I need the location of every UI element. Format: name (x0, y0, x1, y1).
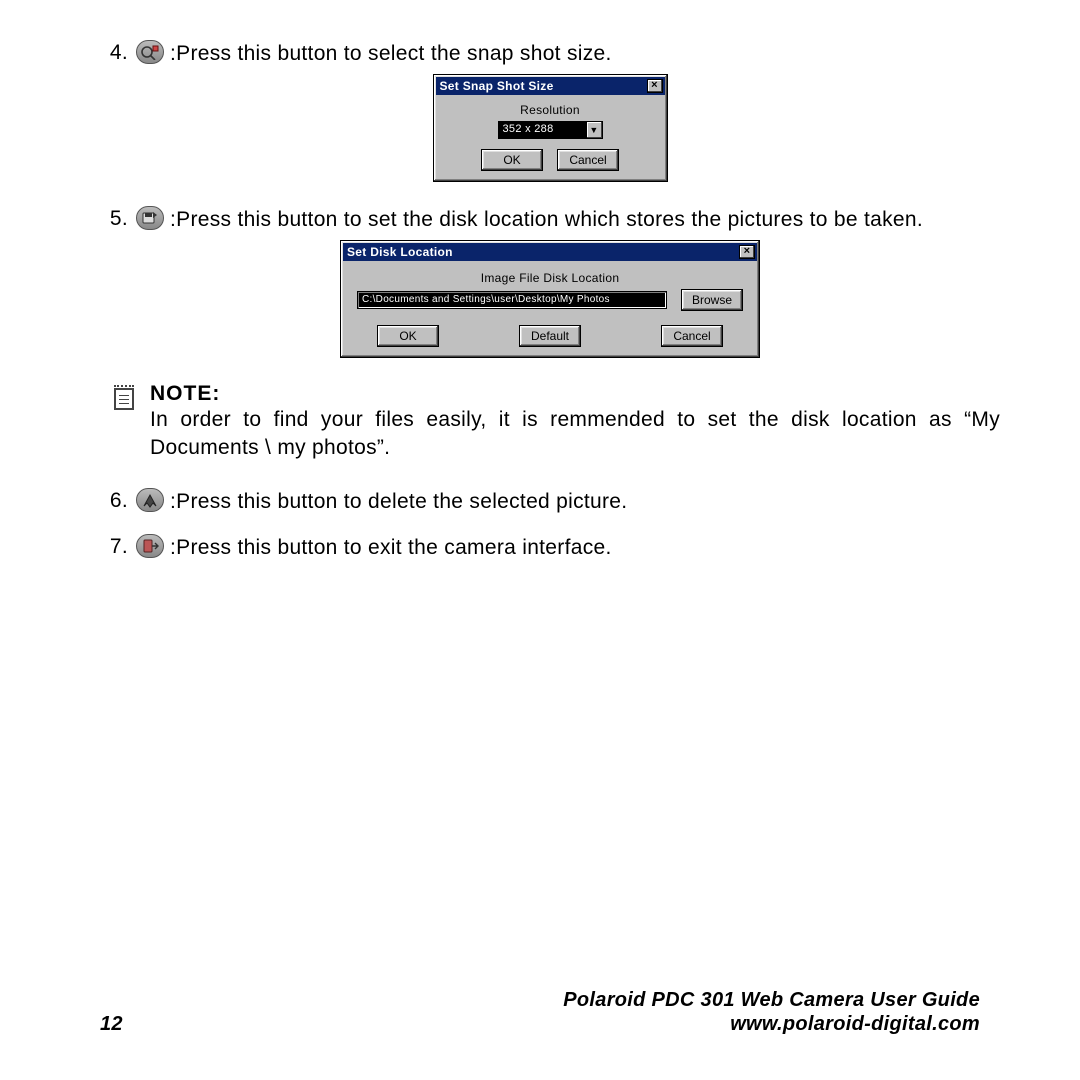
resolution-value: 352 x 288 (499, 122, 586, 138)
dialog-titlebar: Set Disk Location × (343, 243, 757, 261)
dialog-set-snap-shot-size: Set Snap Shot Size × Resolution 352 x 28… (433, 74, 668, 182)
default-button[interactable]: Default (519, 325, 581, 347)
dialog-disk-wrap: Set Disk Location × Image File Disk Loca… (100, 240, 1000, 358)
step-6: 6. :Press this button to delete the sele… (100, 488, 1000, 516)
browse-button[interactable]: Browse (681, 289, 743, 311)
close-icon[interactable]: × (739, 245, 755, 259)
dialog-set-disk-location: Set Disk Location × Image File Disk Loca… (340, 240, 760, 358)
disk-location-icon (136, 206, 164, 230)
close-icon[interactable]: × (647, 79, 663, 93)
step-5: 5. :Press this button to set the disk lo… (100, 206, 1000, 234)
dialog-title: Set Snap Shot Size (440, 79, 554, 93)
cancel-button[interactable]: Cancel (661, 325, 723, 347)
ok-button[interactable]: OK (481, 149, 543, 171)
step-7: 7. :Press this button to exit the camera… (100, 534, 1000, 562)
step-text: :Press this button to set the disk locat… (170, 206, 1000, 234)
step-number: 7. (100, 534, 136, 560)
step-4: 4. :Press this button to select the snap… (100, 40, 1000, 68)
footer-title: Polaroid PDC 301 Web Camera User Guide (563, 988, 980, 1012)
note-block: NOTE: In order to find your files easily… (100, 382, 1000, 462)
delete-icon (136, 488, 164, 512)
page-footer: 12 Polaroid PDC 301 Web Camera User Guid… (100, 988, 980, 1036)
snapshot-size-icon (136, 40, 164, 64)
cancel-button[interactable]: Cancel (557, 149, 619, 171)
disk-location-field[interactable]: C:\Documents and Settings\user\Desktop\M… (357, 291, 667, 309)
resolution-select[interactable]: 352 x 288 ▼ (498, 121, 603, 139)
ok-button[interactable]: OK (377, 325, 439, 347)
note-icon (110, 382, 138, 410)
exit-icon (136, 534, 164, 558)
step-number: 4. (100, 40, 136, 66)
note-heading: NOTE: (150, 382, 1000, 406)
footer-url: www.polaroid-digital.com (563, 1012, 980, 1036)
step-number: 5. (100, 206, 136, 232)
step-text: :Press this button to select the snap sh… (170, 40, 1000, 68)
chevron-down-icon[interactable]: ▼ (586, 122, 602, 138)
page-number: 12 (100, 1013, 123, 1036)
step-text: :Press this button to delete the selecte… (170, 488, 1000, 516)
disk-location-label: Image File Disk Location (357, 271, 743, 285)
step-number: 6. (100, 488, 136, 514)
dialog-snap-wrap: Set Snap Shot Size × Resolution 352 x 28… (100, 74, 1000, 182)
resolution-label: Resolution (444, 103, 657, 117)
step-text: :Press this button to exit the camera in… (170, 534, 1000, 562)
note-text: In order to find your files easily, it i… (150, 406, 1000, 462)
dialog-title: Set Disk Location (347, 245, 453, 259)
dialog-titlebar: Set Snap Shot Size × (436, 77, 665, 95)
